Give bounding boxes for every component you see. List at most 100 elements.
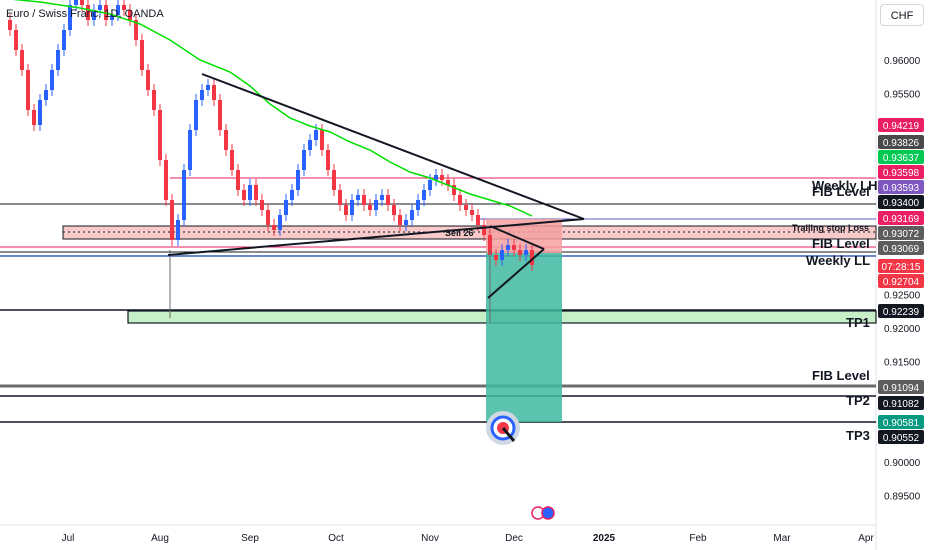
price-badge-label: 0.92704 [883, 277, 920, 288]
candle [410, 210, 414, 220]
candle [242, 190, 246, 200]
candle [200, 90, 204, 100]
candle [350, 200, 354, 215]
candle [476, 215, 480, 225]
candle [320, 130, 324, 150]
candles [8, 0, 534, 322]
x-tick-label: Apr [858, 533, 874, 544]
candle [524, 250, 528, 255]
y-tick-label: 0.92000 [884, 324, 921, 335]
candle [236, 170, 240, 190]
y-tick-label: 0.91500 [884, 358, 921, 369]
candle [404, 220, 408, 225]
moving-average-line [12, 0, 533, 217]
price-badge-label: 0.93169 [883, 214, 920, 225]
candle [458, 195, 462, 205]
candle [500, 250, 504, 260]
candle [74, 0, 78, 5]
time-axis[interactable]: Jul Aug Sep Oct Nov Dec 2025 Feb Mar Apr [62, 533, 875, 544]
x-tick-label: 2025 [593, 533, 616, 544]
currency-button[interactable]: CHF [880, 4, 924, 26]
candle [164, 160, 168, 200]
candle [368, 205, 372, 210]
x-tick-label: Sep [241, 533, 259, 544]
candle [362, 195, 366, 205]
candle [470, 210, 474, 215]
price-badge-label: 0.93072 [883, 229, 920, 240]
price-badge [878, 226, 924, 240]
weekly-lh-label: Weekly LH [812, 178, 878, 193]
x-tick-label: Aug [151, 533, 169, 544]
candle [20, 50, 24, 70]
price-axis[interactable]: 0.96000 0.95500 0.92500 0.92000 0.91500 0.900… [884, 56, 921, 503]
price-badge-label: 0.91094 [883, 383, 920, 394]
candle [326, 150, 330, 170]
candle [506, 245, 510, 250]
price-badge-label: 0.93593 [883, 183, 920, 194]
candle [176, 220, 180, 240]
candle [434, 175, 438, 180]
y-tick-label: 0.92500 [884, 291, 921, 302]
tp1-label: TP1 [846, 315, 870, 330]
y-tick-label: 0.90000 [884, 458, 921, 469]
price-badge-label: 0.94219 [883, 121, 920, 132]
target-icon [486, 411, 520, 445]
candle [464, 205, 468, 210]
tp3-label: TP3 [846, 428, 870, 443]
candle [224, 130, 228, 150]
price-badge [878, 396, 924, 410]
event-icons[interactable] [531, 506, 555, 520]
price-badge-label: 0.93069 [883, 244, 920, 255]
price-badge-label: 0.90552 [883, 433, 920, 444]
candle [38, 100, 42, 125]
price-badge-label: 0.90581 [883, 418, 920, 429]
candle [392, 205, 396, 215]
candle [8, 20, 12, 30]
candle [62, 30, 66, 50]
price-badge [878, 118, 924, 132]
price-badge [878, 274, 924, 288]
candle [428, 180, 432, 190]
candle [380, 195, 384, 200]
candle [194, 100, 198, 130]
candle [446, 180, 450, 185]
candle [290, 190, 294, 200]
candle [248, 185, 252, 200]
candle [338, 190, 342, 205]
candle [140, 40, 144, 70]
candle [356, 195, 360, 200]
candle [92, 10, 96, 20]
x-tick-label: Mar [773, 533, 791, 544]
candle [272, 225, 276, 230]
price-badge [878, 304, 924, 318]
x-tick-label: Dec [505, 533, 523, 544]
price-badge [878, 430, 924, 444]
candle [68, 5, 72, 30]
candle [398, 215, 402, 225]
candle [122, 5, 126, 10]
y-tick-label: 0.96000 [884, 56, 921, 67]
candle [134, 20, 138, 40]
candle [188, 130, 192, 170]
candle [50, 70, 54, 90]
fib-level-low-label: FIB Level [812, 368, 870, 383]
candle [26, 70, 30, 110]
candle [170, 200, 174, 240]
candle [32, 110, 36, 125]
x-tick-label: Nov [421, 533, 439, 544]
x-tick-label: Feb [689, 533, 707, 544]
candle [182, 170, 186, 220]
candle [416, 200, 420, 210]
candle [206, 85, 210, 90]
candle [314, 130, 318, 140]
price-badge [878, 415, 924, 429]
candle [488, 235, 492, 255]
candle [308, 140, 312, 150]
price-badge [878, 241, 924, 255]
candle [374, 200, 378, 210]
candle [146, 70, 150, 90]
candle [440, 175, 444, 180]
y-tick-label: 0.95500 [884, 90, 921, 101]
